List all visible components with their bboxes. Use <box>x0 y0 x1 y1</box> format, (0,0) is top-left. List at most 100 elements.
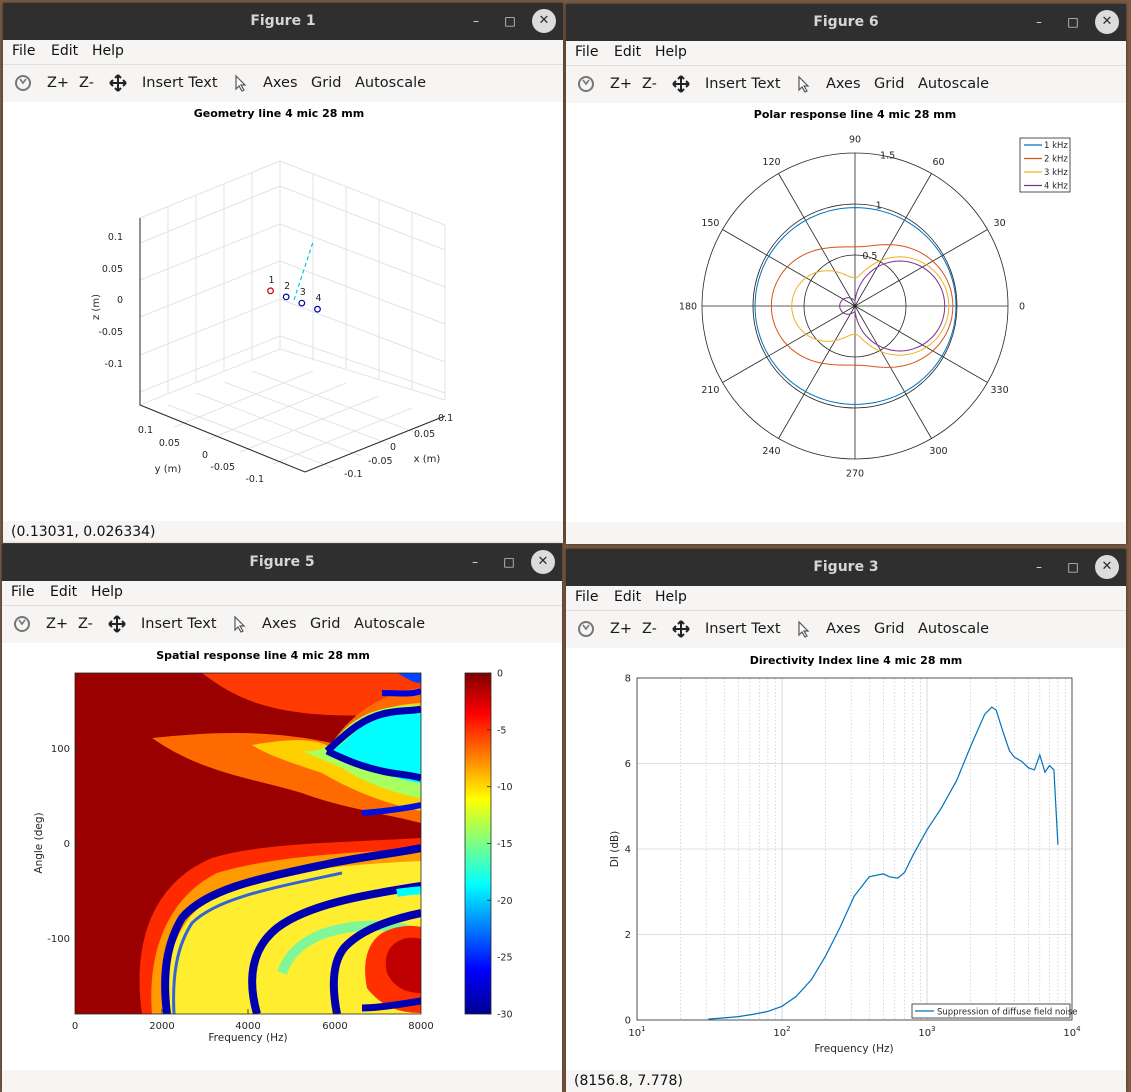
menu-help[interactable]: Help <box>655 44 687 60</box>
close-icon[interactable]: ✕ <box>532 9 556 33</box>
x-tick: 0 <box>390 442 396 453</box>
rotate-icon[interactable] <box>576 74 596 94</box>
insert-text-button[interactable]: Insert Text <box>705 621 781 637</box>
legend-entry: 2 kHz <box>1044 155 1068 165</box>
select-pointer-icon[interactable] <box>794 74 814 94</box>
z-tick: -0.05 <box>98 327 123 338</box>
zoom-in-button[interactable]: Z+ <box>47 75 70 91</box>
minimize-icon[interactable]: – <box>472 555 478 569</box>
legend: Suppression of diffuse field noise <box>911 1003 1078 1019</box>
z-tick: -0.1 <box>104 359 123 370</box>
menu-edit[interactable]: Edit <box>614 44 642 60</box>
menu-file[interactable]: File <box>12 43 36 59</box>
axes-button[interactable]: Axes <box>826 76 861 92</box>
mic-label: 4 <box>315 293 321 304</box>
angle-tick: 210 <box>701 385 719 396</box>
pan-icon[interactable] <box>671 74 691 94</box>
axes-button[interactable]: Axes <box>262 616 297 632</box>
x-tick: 8000 <box>408 1021 433 1032</box>
insert-text-button[interactable]: Insert Text <box>141 616 217 632</box>
plot-frame <box>636 677 1073 1021</box>
plot-area[interactable]: Spatial response line 4 mic 28 mm <box>2 643 562 1070</box>
autoscale-button[interactable]: Autoscale <box>355 75 427 91</box>
x-axis-label: Frequency (Hz) <box>208 1032 287 1044</box>
close-icon[interactable]: ✕ <box>1095 10 1119 34</box>
autoscale-button[interactable]: Autoscale <box>918 621 990 637</box>
cursor-coordinates: (0.13031, 0.026334) <box>11 524 156 540</box>
polar-plot: Polar response line 4 mic 28 mm 0 30 60 90 1… <box>679 108 1071 480</box>
pan-icon[interactable] <box>108 73 128 93</box>
maximize-icon[interactable]: □ <box>1067 15 1079 29</box>
menu-file[interactable]: File <box>575 44 599 60</box>
series-line <box>708 706 1059 1020</box>
pan-icon[interactable] <box>671 619 691 639</box>
colorbar-tick: -5 <box>497 725 506 736</box>
minimize-icon[interactable]: – <box>1036 560 1042 574</box>
insert-text-button[interactable]: Insert Text <box>142 75 218 91</box>
menu-help[interactable]: Help <box>655 589 687 605</box>
menu-edit[interactable]: Edit <box>51 43 79 59</box>
minimize-icon[interactable]: – <box>473 14 479 28</box>
colorbar-ticks: 0 -5 -10 -15 -20 -25 -30 <box>487 669 513 1021</box>
radial-tick: 0.5 <box>862 251 877 262</box>
menu-help[interactable]: Help <box>91 584 123 600</box>
tick-labels: 0 2 4 6 8 101 102 103 104 <box>625 674 1082 1040</box>
grid-button[interactable]: Grid <box>874 76 905 92</box>
plot-area[interactable]: Directivity Index line 4 mic 28 mm 0 2 4 6 8… <box>566 648 1126 1070</box>
title-bar[interactable]: Figure 5 – □ ✕ <box>2 544 562 581</box>
toolbar: Z+ Z- Insert Text Axes Grid Autoscale <box>566 65 1126 104</box>
menu-edit[interactable]: Edit <box>50 584 78 600</box>
y-tick: -0.05 <box>210 462 235 473</box>
y-tick: 4 <box>625 845 631 856</box>
menu-file[interactable]: File <box>575 589 599 605</box>
grid-button[interactable]: Grid <box>311 75 342 91</box>
title-bar[interactable]: Figure 3 – □ ✕ <box>566 549 1126 586</box>
title-bar[interactable]: Figure 1 – □ ✕ <box>3 3 563 40</box>
polar-series-curve <box>754 207 957 405</box>
menu-help[interactable]: Help <box>92 43 124 59</box>
y-tick: 0 <box>202 450 208 461</box>
plot-area[interactable]: Geometry line 4 mic 28 mm 0.1 0.05 0 -0.… <box>3 102 563 521</box>
close-icon[interactable]: ✕ <box>531 550 555 574</box>
select-pointer-icon[interactable] <box>794 619 814 639</box>
autoscale-button[interactable]: Autoscale <box>354 616 426 632</box>
rotate-icon[interactable] <box>576 619 596 639</box>
zoom-out-button[interactable]: Z- <box>79 75 94 91</box>
menu-file[interactable]: File <box>11 584 35 600</box>
zoom-out-button[interactable]: Z- <box>78 616 93 632</box>
close-icon[interactable]: ✕ <box>1095 555 1119 579</box>
mic-label: 3 <box>300 287 306 298</box>
zoom-in-button[interactable]: Z+ <box>610 76 633 92</box>
x-axis-label: Frequency (Hz) <box>814 1043 893 1055</box>
grid-button[interactable]: Grid <box>874 621 905 637</box>
rotate-icon[interactable] <box>13 73 33 93</box>
axes-button[interactable]: Axes <box>826 621 861 637</box>
insert-text-button[interactable]: Insert Text <box>705 76 781 92</box>
zoom-out-button[interactable]: Z- <box>642 621 657 637</box>
mic-label: 2 <box>284 281 290 292</box>
rotate-icon[interactable] <box>12 614 32 634</box>
zoom-in-button[interactable]: Z+ <box>610 621 633 637</box>
title-bar[interactable]: Figure 6 – □ ✕ <box>566 4 1126 41</box>
select-pointer-icon[interactable] <box>231 73 251 93</box>
plot-area[interactable]: Polar response line 4 mic 28 mm 0 30 60 90 1… <box>566 103 1126 522</box>
z-axis-label: z (m) <box>91 294 102 320</box>
maximize-icon[interactable]: □ <box>503 555 515 569</box>
zoom-out-button[interactable]: Z- <box>642 76 657 92</box>
z-tick: 0 <box>117 295 123 306</box>
x-tick: -0.05 <box>368 456 393 467</box>
maximize-icon[interactable]: □ <box>1067 560 1079 574</box>
y-tick: 100 <box>51 744 70 755</box>
select-pointer-icon[interactable] <box>230 614 250 634</box>
autoscale-button[interactable]: Autoscale <box>918 76 990 92</box>
zoom-in-button[interactable]: Z+ <box>46 616 69 632</box>
polar-grid <box>701 152 1009 460</box>
maximize-icon[interactable]: □ <box>504 14 516 28</box>
minimize-icon[interactable]: – <box>1036 15 1042 29</box>
grid-button[interactable]: Grid <box>310 616 341 632</box>
colorbar-tick: -25 <box>497 953 513 964</box>
pan-icon[interactable] <box>107 614 127 634</box>
menu-edit[interactable]: Edit <box>614 589 642 605</box>
axes-button[interactable]: Axes <box>263 75 298 91</box>
box-grid <box>139 160 446 469</box>
